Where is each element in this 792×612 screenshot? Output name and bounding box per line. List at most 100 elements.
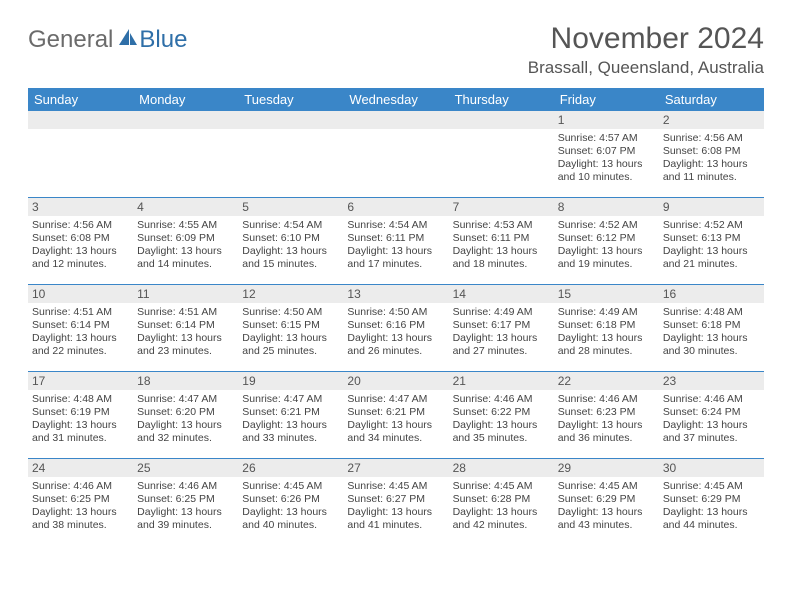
- sunrise-line: Sunrise: 4:47 AM: [242, 393, 339, 406]
- calendar-week-row: 3Sunrise: 4:56 AMSunset: 6:08 PMDaylight…: [28, 198, 764, 285]
- daylight-line-1: Daylight: 13 hours: [663, 419, 760, 432]
- sunrise-line: Sunrise: 4:45 AM: [453, 480, 550, 493]
- sunset-line: Sunset: 6:22 PM: [453, 406, 550, 419]
- daylight-line-2: and 26 minutes.: [347, 345, 444, 358]
- daylight-line-2: and 12 minutes.: [32, 258, 129, 271]
- sunrise-line: Sunrise: 4:56 AM: [32, 219, 129, 232]
- sunset-line: Sunset: 6:21 PM: [347, 406, 444, 419]
- sunrise-line: Sunrise: 4:51 AM: [32, 306, 129, 319]
- sunrise-line: Sunrise: 4:52 AM: [663, 219, 760, 232]
- sunrise-line: Sunrise: 4:50 AM: [347, 306, 444, 319]
- day-details: Sunrise: 4:50 AMSunset: 6:15 PMDaylight:…: [238, 303, 343, 362]
- sunset-line: Sunset: 6:11 PM: [347, 232, 444, 245]
- daylight-line-2: and 31 minutes.: [32, 432, 129, 445]
- daylight-line-1: Daylight: 13 hours: [242, 245, 339, 258]
- calendar-cell: 12Sunrise: 4:50 AMSunset: 6:15 PMDayligh…: [238, 285, 343, 372]
- sunset-line: Sunset: 6:27 PM: [347, 493, 444, 506]
- sunrise-line: Sunrise: 4:49 AM: [558, 306, 655, 319]
- day-details: Sunrise: 4:54 AMSunset: 6:11 PMDaylight:…: [343, 216, 448, 275]
- calendar-cell: 14Sunrise: 4:49 AMSunset: 6:17 PMDayligh…: [449, 285, 554, 372]
- sunset-line: Sunset: 6:08 PM: [32, 232, 129, 245]
- sunrise-line: Sunrise: 4:46 AM: [663, 393, 760, 406]
- day-number-strip: 28: [449, 459, 554, 477]
- day-details: Sunrise: 4:56 AMSunset: 6:08 PMDaylight:…: [28, 216, 133, 275]
- sunset-line: Sunset: 6:15 PM: [242, 319, 339, 332]
- day-number-strip: [238, 111, 343, 129]
- daylight-line-1: Daylight: 13 hours: [663, 245, 760, 258]
- daylight-line-1: Daylight: 13 hours: [242, 506, 339, 519]
- day-details: Sunrise: 4:45 AMSunset: 6:29 PMDaylight:…: [659, 477, 764, 536]
- sunset-line: Sunset: 6:21 PM: [242, 406, 339, 419]
- sunset-line: Sunset: 6:11 PM: [453, 232, 550, 245]
- daylight-line-2: and 38 minutes.: [32, 519, 129, 532]
- sunrise-line: Sunrise: 4:55 AM: [137, 219, 234, 232]
- day-details: Sunrise: 4:49 AMSunset: 6:18 PMDaylight:…: [554, 303, 659, 362]
- daylight-line-1: Daylight: 13 hours: [347, 245, 444, 258]
- calendar-cell: 25Sunrise: 4:46 AMSunset: 6:25 PMDayligh…: [133, 459, 238, 546]
- day-number-strip: 19: [238, 372, 343, 390]
- day-number-strip: 13: [343, 285, 448, 303]
- sunrise-line: Sunrise: 4:56 AM: [663, 132, 760, 145]
- daylight-line-2: and 25 minutes.: [242, 345, 339, 358]
- daylight-line-2: and 40 minutes.: [242, 519, 339, 532]
- calendar-cell: 21Sunrise: 4:46 AMSunset: 6:22 PMDayligh…: [449, 372, 554, 459]
- daylight-line-2: and 37 minutes.: [663, 432, 760, 445]
- sunset-line: Sunset: 6:09 PM: [137, 232, 234, 245]
- sunset-line: Sunset: 6:25 PM: [32, 493, 129, 506]
- day-details: Sunrise: 4:50 AMSunset: 6:16 PMDaylight:…: [343, 303, 448, 362]
- calendar-cell: 20Sunrise: 4:47 AMSunset: 6:21 PMDayligh…: [343, 372, 448, 459]
- day-number-strip: 16: [659, 285, 764, 303]
- sunrise-line: Sunrise: 4:45 AM: [663, 480, 760, 493]
- daylight-line-2: and 15 minutes.: [242, 258, 339, 271]
- daylight-line-2: and 11 minutes.: [663, 171, 760, 184]
- daylight-line-1: Daylight: 13 hours: [32, 332, 129, 345]
- day-number-strip: 5: [238, 198, 343, 216]
- day-number-strip: 15: [554, 285, 659, 303]
- calendar-cell: 18Sunrise: 4:47 AMSunset: 6:20 PMDayligh…: [133, 372, 238, 459]
- calendar-cell: [343, 111, 448, 198]
- daylight-line-2: and 19 minutes.: [558, 258, 655, 271]
- day-number-strip: 7: [449, 198, 554, 216]
- calendar-cell: 9 Sunrise: 4:52 AMSunset: 6:13 PMDaylight…: [659, 198, 764, 285]
- sunset-line: Sunset: 6:14 PM: [137, 319, 234, 332]
- sunset-line: Sunset: 6:19 PM: [32, 406, 129, 419]
- daylight-line-2: and 18 minutes.: [453, 258, 550, 271]
- day-details: Sunrise: 4:53 AMSunset: 6:11 PMDaylight:…: [449, 216, 554, 275]
- sunset-line: Sunset: 6:29 PM: [663, 493, 760, 506]
- day-details: Sunrise: 4:47 AMSunset: 6:21 PMDaylight:…: [238, 390, 343, 449]
- day-number-strip: 11: [133, 285, 238, 303]
- daylight-line-2: and 33 minutes.: [242, 432, 339, 445]
- day-number-strip: 4: [133, 198, 238, 216]
- daylight-line-2: and 10 minutes.: [558, 171, 655, 184]
- daylight-line-1: Daylight: 13 hours: [32, 419, 129, 432]
- sunset-line: Sunset: 6:13 PM: [663, 232, 760, 245]
- daylight-line-1: Daylight: 13 hours: [453, 332, 550, 345]
- day-header: Friday: [554, 88, 659, 111]
- calendar-cell: 26Sunrise: 4:45 AMSunset: 6:26 PMDayligh…: [238, 459, 343, 546]
- daylight-line-1: Daylight: 13 hours: [242, 419, 339, 432]
- daylight-line-1: Daylight: 13 hours: [558, 332, 655, 345]
- calendar-cell: 17Sunrise: 4:48 AMSunset: 6:19 PMDayligh…: [28, 372, 133, 459]
- daylight-line-1: Daylight: 13 hours: [558, 506, 655, 519]
- day-details: Sunrise: 4:45 AMSunset: 6:29 PMDaylight:…: [554, 477, 659, 536]
- day-number-strip: 20: [343, 372, 448, 390]
- day-header: Thursday: [449, 88, 554, 111]
- daylight-line-2: and 35 minutes.: [453, 432, 550, 445]
- daylight-line-1: Daylight: 13 hours: [32, 245, 129, 258]
- calendar-cell: [238, 111, 343, 198]
- day-number-strip: 22: [554, 372, 659, 390]
- sunrise-line: Sunrise: 4:49 AM: [453, 306, 550, 319]
- sunset-line: Sunset: 6:18 PM: [558, 319, 655, 332]
- calendar-cell: 29Sunrise: 4:45 AMSunset: 6:29 PMDayligh…: [554, 459, 659, 546]
- calendar-cell: 7Sunrise: 4:53 AMSunset: 6:11 PMDaylight…: [449, 198, 554, 285]
- calendar-cell: 2Sunrise: 4:56 AMSunset: 6:08 PMDaylight…: [659, 111, 764, 198]
- calendar-cell: 10Sunrise: 4:51 AMSunset: 6:14 PMDayligh…: [28, 285, 133, 372]
- daylight-line-2: and 42 minutes.: [453, 519, 550, 532]
- day-number-strip: 9: [659, 198, 764, 216]
- calendar-cell: 30Sunrise: 4:45 AMSunset: 6:29 PMDayligh…: [659, 459, 764, 546]
- daylight-line-1: Daylight: 13 hours: [347, 506, 444, 519]
- day-number-strip: 24: [28, 459, 133, 477]
- sunrise-line: Sunrise: 4:53 AM: [453, 219, 550, 232]
- calendar-cell: 6Sunrise: 4:54 AMSunset: 6:11 PMDaylight…: [343, 198, 448, 285]
- daylight-line-2: and 43 minutes.: [558, 519, 655, 532]
